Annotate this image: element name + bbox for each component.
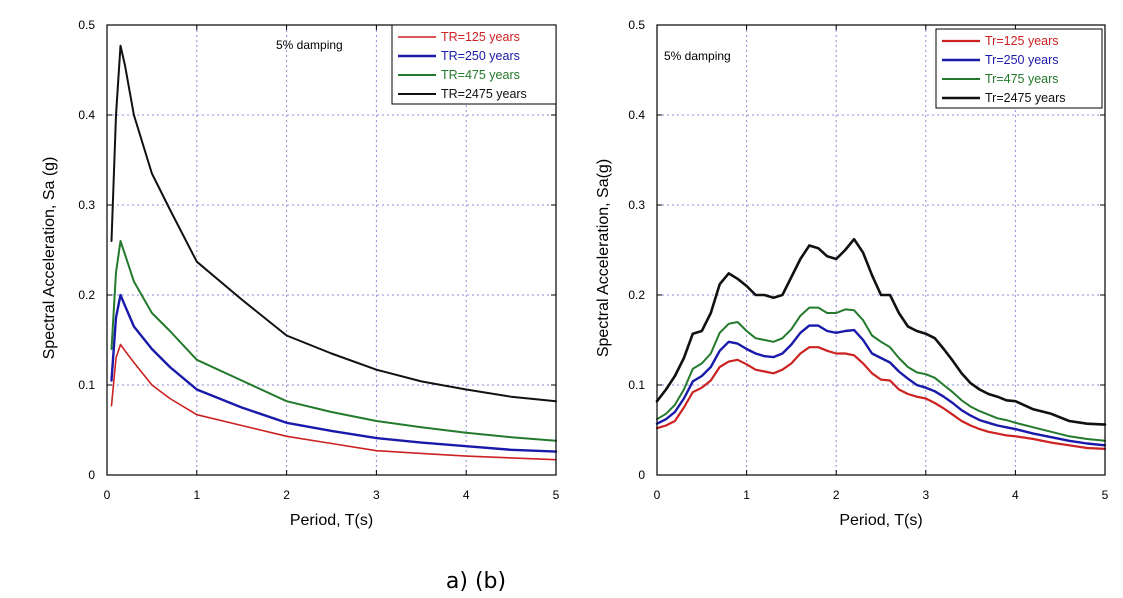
legend-label-4: TR=2475 years [441,87,527,101]
x-tick-label: 5 [553,488,560,502]
series-line-3 [110,240,557,442]
x-tick-label: 1 [193,488,200,502]
y-tick-label: 0 [638,468,645,482]
figure-caption: a) (b) [446,569,506,594]
series-line-4 [655,237,1107,426]
legend-label-3: Tr=475 years [985,72,1059,86]
x-tick-label: 3 [373,488,380,502]
y-tick-label: 0.4 [628,108,645,122]
y-tick-label: 0.2 [628,288,645,302]
series-line-3 [656,306,1106,442]
legend: TR=125 years TR=250 years TR=475 years TR=2… [391,24,557,105]
y-tick-label: 0.1 [628,378,645,392]
x-axis-label: Period, T(s) [839,512,922,529]
series-line-2 [655,324,1107,447]
series-line-1 [110,343,557,461]
plot-frame [656,24,1106,476]
y-tick-label: 0.2 [78,288,95,302]
y-tick-label: 0.3 [78,198,95,212]
y-axis-label: Spectral Acceleration, Sa (g) [41,157,58,360]
x-tick-label: 4 [463,488,470,502]
legend-label-1: Tr=125 years [985,34,1059,48]
legend-label-1: TR=125 years [441,30,520,44]
x-tick-label: 1 [743,488,750,502]
series-line-1 [655,346,1107,450]
y-tick-label: 0.4 [78,108,95,122]
legend-box [391,24,557,105]
legend-label-2: Tr=250 years [985,53,1059,67]
damping-annotation: 5% damping [276,38,343,52]
damping-annotation: 5% damping [664,49,731,63]
series-line-4 [110,44,557,403]
legend-label-2: TR=250 years [441,49,520,63]
y-axis-label: Spectral Acceleration, Sa(g) [595,159,612,357]
x-tick-label: 0 [654,488,661,502]
series-line-2 [110,293,558,453]
x-axis-label: Period, T(s) [290,512,373,529]
legend: Tr=125 years Tr=250 years Tr=475 years Tr=2… [935,28,1103,109]
chart-panel-b: 0 1 2 3 4 5 0 0.1 0.2 0.3 0.4 0.5 Period, T(s) Spectr… [595,18,1109,529]
y-tick-label: 0.5 [628,18,645,32]
x-tick-label: 3 [922,488,929,502]
y-tick-label: 0.5 [78,18,95,32]
legend-label-3: TR=475 years [441,68,520,82]
x-tick-label: 2 [283,488,290,502]
y-tick-label: 0.3 [628,198,645,212]
legend-box [935,28,1103,109]
x-tick-label: 2 [833,488,840,502]
x-tick-label: 4 [1012,488,1019,502]
x-tick-label: 5 [1102,488,1109,502]
y-tick-label: 0.1 [78,378,95,392]
y-tick-label: 0 [88,468,95,482]
x-tick-label: 0 [104,488,111,502]
legend-label-4: Tr=2475 years [985,91,1065,105]
chart-panel-a: 0 1 2 3 4 5 0 0.1 0.2 0.3 0.4 0.5 Period, T(s) Spectr… [41,18,560,529]
plot-frame [106,24,557,476]
